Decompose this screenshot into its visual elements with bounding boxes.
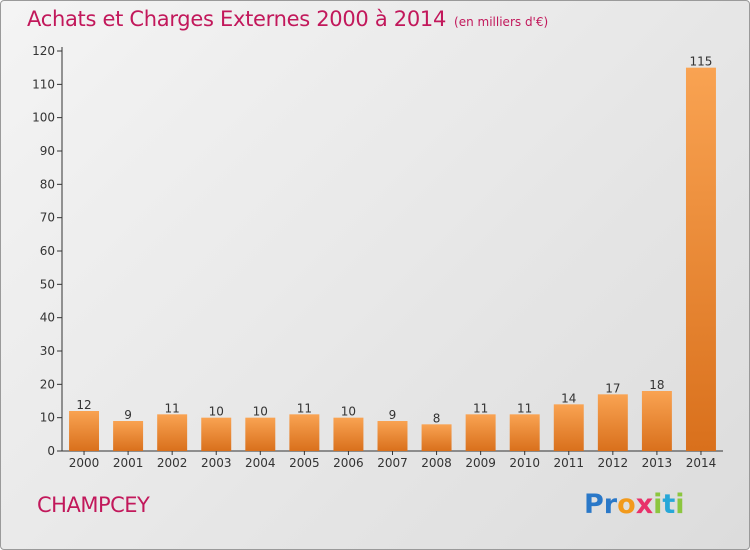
bar-2013: [641, 391, 672, 451]
proxiti-logo: Proxiti: [584, 489, 685, 520]
y-tick-label: 90: [40, 144, 55, 158]
bar-2008: [421, 424, 452, 451]
y-tick-label: 50: [40, 277, 55, 291]
x-tick-label-2008: 2008: [421, 456, 452, 470]
bar-2014: [685, 67, 716, 452]
x-tick-label-2003: 2003: [201, 456, 232, 470]
axes: 0 10 20 30 40 50 60 70 80 90 100 110 120 2000 2001 2002…: [32, 44, 723, 470]
y-tick-label: 10: [40, 411, 55, 425]
value-label-2009: 11: [473, 401, 488, 415]
x-tick-label-2011: 2011: [553, 456, 584, 470]
bar-2001: [113, 421, 144, 451]
x-tick-label-2006: 2006: [333, 456, 364, 470]
value-label-2011: 14: [561, 391, 576, 405]
bar-2011: [553, 404, 584, 451]
x-tick-label-2004: 2004: [245, 456, 276, 470]
bar-2012: [597, 394, 628, 451]
value-label-2012: 17: [605, 381, 620, 395]
bar-2003: [201, 417, 232, 451]
value-label-2001: 9: [124, 408, 132, 422]
commune-name: CHAMPCEY: [37, 493, 150, 517]
value-label-2005: 11: [297, 401, 312, 415]
bar-2000: [69, 411, 100, 451]
bar-2010: [509, 414, 540, 451]
y-tick-label: 110: [32, 77, 55, 91]
y-tick-label: 70: [40, 211, 55, 225]
x-tick-label-2012: 2012: [598, 456, 629, 470]
value-label-2006: 10: [341, 405, 356, 419]
y-tick-label: 120: [32, 44, 55, 58]
value-label-2000: 12: [76, 398, 91, 412]
value-label-2002: 11: [165, 401, 180, 415]
value-labels: 12 9 11 10 10 11 10 9 8 11 11 14 17 18 115: [76, 55, 712, 426]
bar-2007: [377, 421, 408, 451]
bar-2006: [333, 417, 364, 451]
x-tick-label-2014: 2014: [686, 456, 717, 470]
title-text: Achats et Charges Externes 2000 à 2014: [27, 7, 447, 31]
x-tick-label-2013: 2013: [642, 456, 673, 470]
x-tick-label-2000: 2000: [69, 456, 100, 470]
x-tick-label-2009: 2009: [465, 456, 496, 470]
bar-2005: [289, 414, 320, 451]
bar-2009: [465, 414, 496, 451]
y-tick-label: 30: [40, 344, 55, 358]
value-label-2013: 18: [649, 378, 664, 392]
bars: [69, 67, 716, 452]
x-tick-label-2007: 2007: [377, 456, 408, 470]
y-tick-label: 40: [40, 311, 55, 325]
bar-2004: [245, 417, 276, 451]
y-tick-label: 60: [40, 244, 55, 258]
x-tick-label-2002: 2002: [157, 456, 188, 470]
x-tick-label-2005: 2005: [289, 456, 320, 470]
x-tick-label-2010: 2010: [509, 456, 540, 470]
y-tick-label: 100: [32, 111, 55, 125]
value-label-2014: 115: [690, 55, 713, 69]
chart-title: Achats et Charges Externes 2000 à 2014 (e…: [27, 7, 548, 31]
value-label-2003: 10: [209, 405, 224, 419]
y-tick-label: 0: [47, 444, 55, 458]
x-tick-label-2001: 2001: [113, 456, 144, 470]
value-label-2004: 10: [253, 405, 268, 419]
bar-2002: [157, 414, 188, 451]
value-label-2007: 9: [389, 408, 397, 422]
y-tick-label: 20: [40, 377, 55, 391]
unit-note: (en milliers d'€): [454, 15, 549, 29]
value-label-2008: 8: [433, 411, 441, 425]
y-tick-label: 80: [40, 177, 55, 191]
value-label-2010: 11: [517, 401, 532, 415]
